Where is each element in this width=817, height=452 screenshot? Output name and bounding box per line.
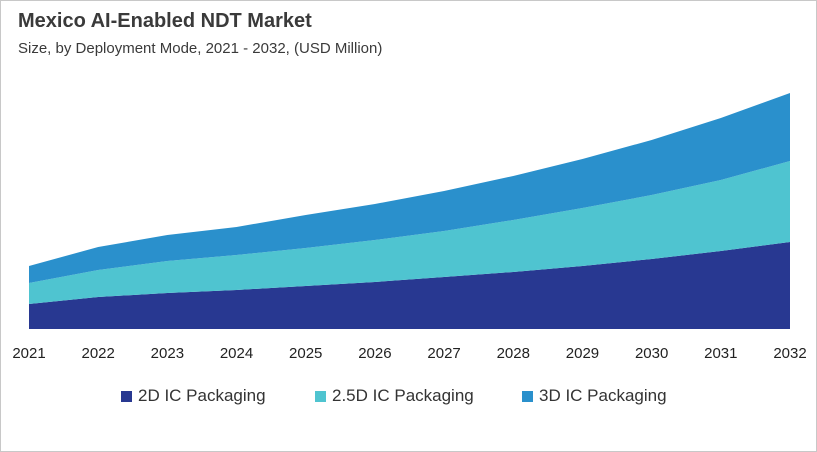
x-tick-label: 2025 [289, 345, 322, 362]
area-series-3d-ic-packaging [29, 93, 790, 283]
area-series-2d-ic-packaging [29, 242, 790, 329]
chart-title: Mexico AI-Enabled NDT Market [18, 10, 312, 32]
legend-item-2d: 2D IC Packaging [121, 386, 266, 406]
x-tick-label: 2028 [497, 345, 530, 362]
legend-swatch-3d [522, 390, 533, 402]
legend-swatch-2-5d [315, 390, 326, 402]
area-series-2-5d-ic-packaging [29, 161, 790, 304]
legend-item-3d: 3D IC Packaging [522, 386, 667, 406]
x-tick-label: 2024 [220, 345, 253, 362]
x-tick-label: 2027 [427, 345, 460, 362]
legend-label: 2.5D IC Packaging [332, 386, 474, 405]
x-tick-label: 2026 [358, 345, 391, 362]
x-tick-label: 2021 [12, 345, 45, 362]
x-tick-label: 2022 [81, 345, 114, 362]
x-tick-label: 2030 [635, 345, 668, 362]
chart-subtitle: Size, by Deployment Mode, 2021 - 2032, (… [18, 40, 383, 57]
x-tick-label: 2031 [704, 345, 737, 362]
x-tick-label: 2029 [566, 345, 599, 362]
legend-item-2-5d: 2.5D IC Packaging [315, 386, 474, 406]
x-tick-label: 2032 [773, 345, 806, 362]
legend-label: 3D IC Packaging [539, 386, 667, 405]
legend-label: 2D IC Packaging [138, 386, 266, 405]
x-tick-label: 2023 [151, 345, 184, 362]
legend-swatch-2d [121, 390, 132, 402]
